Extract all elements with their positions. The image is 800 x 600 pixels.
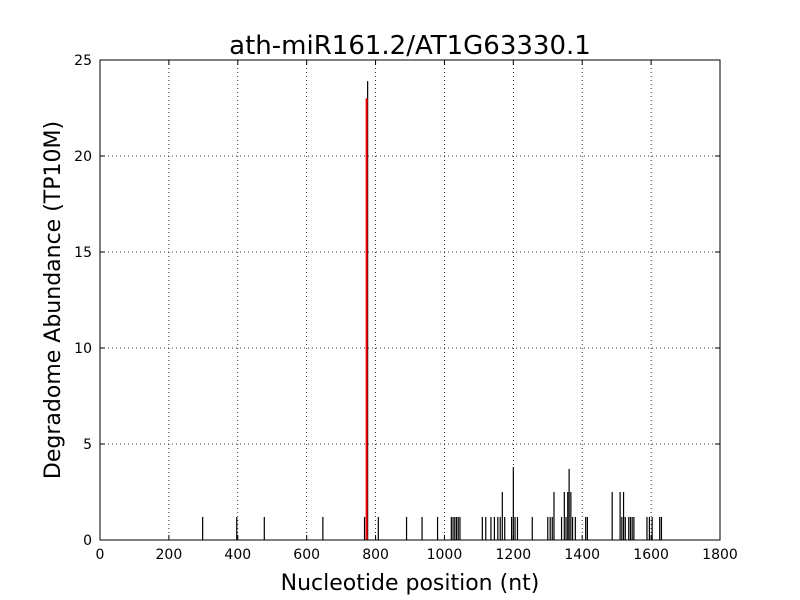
- x-tick-label: 1400: [564, 547, 600, 563]
- y-tick-label: 20: [74, 149, 92, 165]
- x-tick-label: 800: [362, 547, 389, 563]
- x-tick-label: 1000: [427, 547, 463, 563]
- x-tick-label: 600: [293, 547, 320, 563]
- y-tick-label: 5: [83, 437, 92, 453]
- x-tick-label: 1800: [702, 547, 738, 563]
- chart-title: ath-miR161.2/AT1G63330.1: [229, 31, 591, 61]
- x-tick-label: 400: [224, 547, 251, 563]
- y-tick-label: 10: [74, 341, 92, 357]
- x-axis-label: Nucleotide position (nt): [281, 571, 540, 596]
- ticks-layer: 0 200 400 600 800 1000 1200 1400 1600 1800 0 5 10 15 2…: [74, 53, 738, 563]
- y-tick-label: 0: [83, 533, 92, 549]
- grid-layer: [100, 60, 720, 540]
- x-tick-label: 1200: [496, 547, 532, 563]
- y-tick-label: 25: [74, 53, 92, 69]
- x-tick-label: 0: [96, 547, 105, 563]
- plot-frame: [99, 59, 721, 541]
- x-tick-label: 200: [156, 547, 183, 563]
- bars-layer: [202, 81, 663, 540]
- y-axis-label: Degradome Abundance (TP10M): [41, 121, 66, 479]
- x-tick-label: 1600: [633, 547, 669, 563]
- y-tick-label: 15: [74, 245, 92, 261]
